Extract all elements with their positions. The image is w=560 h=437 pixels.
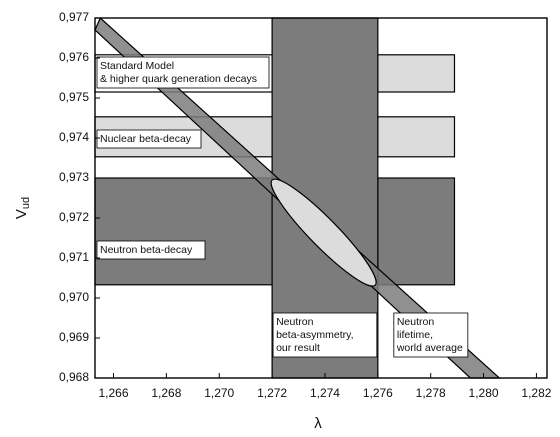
plot-frame: [94, 17, 548, 379]
x-tick-label: 1,266: [98, 386, 128, 400]
vertical-band-label: our result: [276, 342, 320, 354]
y-tick-label: 0,974: [59, 130, 89, 144]
diagonal-band-label: world average: [396, 342, 463, 354]
vertical-band-label: Neutron: [276, 316, 314, 328]
y-tick-label: 0,971: [59, 250, 89, 264]
band-label: Standard Model: [100, 60, 174, 72]
x-axis-label: λ: [314, 415, 322, 432]
vertical-band-label-box: [272, 312, 378, 358]
y-label-base: V: [13, 209, 30, 219]
y-label-subscript: ud: [20, 197, 32, 209]
y-tick-label: 0,968: [59, 370, 89, 384]
diagonal-band-label: Neutron: [397, 316, 435, 328]
y-tick-label: 0,970: [59, 290, 89, 304]
band-label: Neutron beta-decay: [100, 244, 193, 256]
x-tick-label: 1,268: [151, 386, 181, 400]
x-tick-label: 1,276: [363, 386, 393, 400]
y-tick-label: 0,975: [59, 90, 89, 104]
diagonal-band-label: lifetime,: [397, 329, 433, 341]
x-tick-label: 1,272: [257, 386, 287, 400]
y-tick-label: 0,977: [59, 10, 89, 24]
band-label: Nuclear beta-decay: [100, 133, 192, 145]
band-right: [377, 54, 456, 93]
band-label-box: [96, 129, 202, 149]
ellipse: [270, 178, 377, 287]
band-left: [94, 177, 273, 286]
band-label: & higher quark generation decays: [100, 73, 257, 85]
y-axis-label: Vud: [13, 197, 32, 219]
band-label-box: [96, 240, 206, 260]
band-right: [377, 177, 456, 286]
band-right: [377, 116, 456, 158]
diagonal-band-label-box: [393, 312, 469, 358]
y-tick-label: 0,976: [59, 50, 89, 64]
x-tick-label: 1,278: [416, 386, 446, 400]
x-tick-label: 1,282: [521, 386, 551, 400]
vertical-band-label: beta-asymmetry,: [276, 329, 353, 341]
x-tick-label: 1,270: [204, 386, 234, 400]
x-tick-label: 1,280: [469, 386, 499, 400]
band-label-box: [96, 56, 270, 89]
y-tick-label: 0,972: [59, 210, 89, 224]
y-tick-label: 0,969: [59, 330, 89, 344]
x-tick-label: 1,274: [310, 386, 340, 400]
y-tick-label: 0,973: [59, 170, 89, 184]
